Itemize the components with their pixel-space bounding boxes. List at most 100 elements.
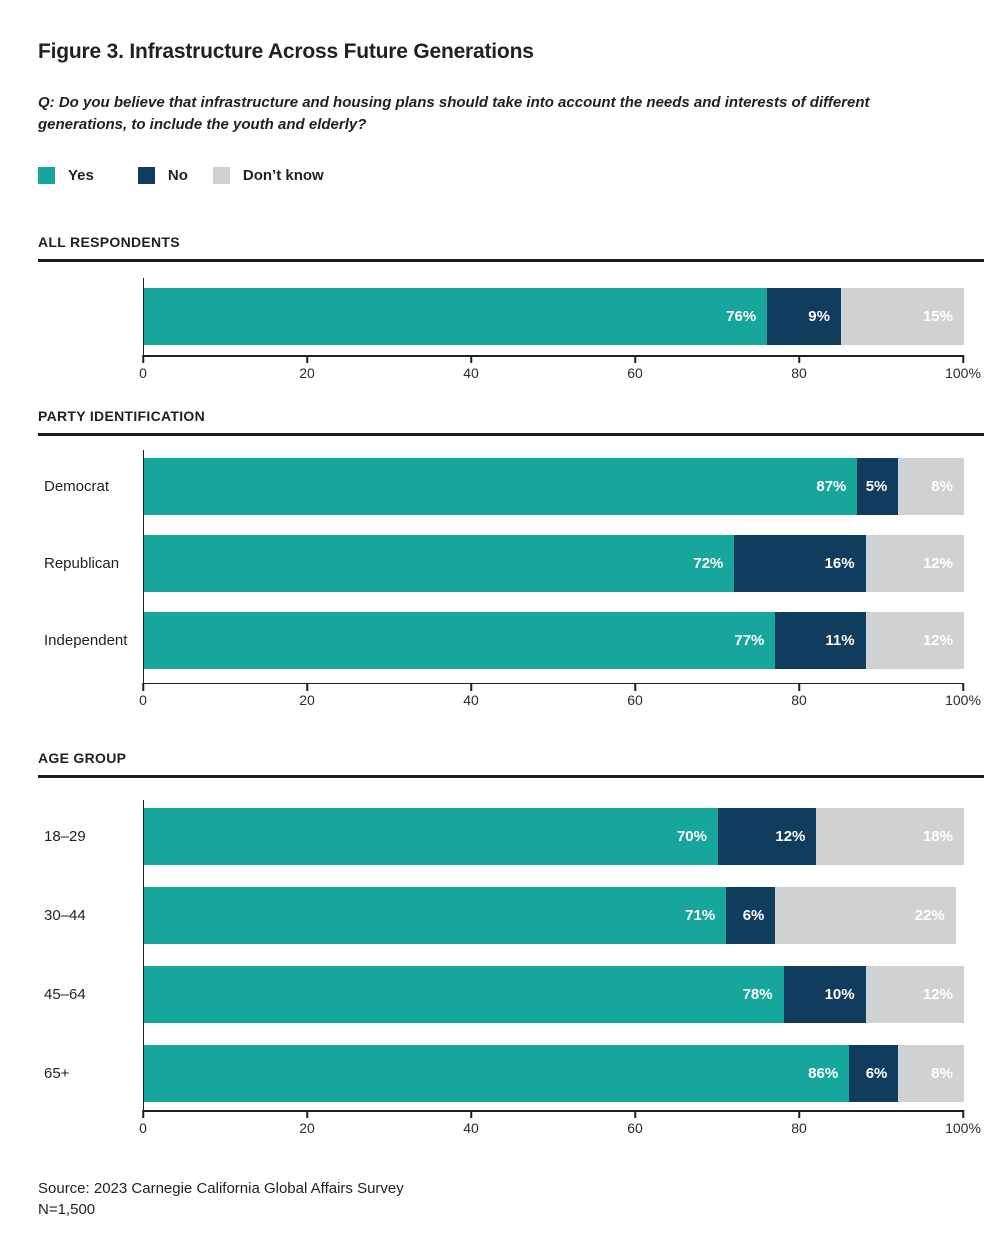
x-axis-labels: 0 20 40 60 80 100% [139, 692, 981, 708]
segment-yes: 76% [144, 288, 768, 345]
category-label: Republican [44, 554, 120, 572]
segment-value-label: 12% [922, 554, 953, 572]
bar-row: 30–44 71% 6% 22% [44, 887, 964, 944]
x-axis-tick-label: 0 [139, 364, 147, 381]
survey-question-line-2: generations, to include the youth and el… [38, 116, 367, 133]
x-axis-tick [962, 1110, 964, 1118]
segment-yes: 77% [144, 611, 776, 669]
category-label [38, 288, 140, 345]
bar-row: Independent 77% 11% 12% [44, 611, 964, 669]
bar-row: Democrat 87% 5% 8% [44, 457, 964, 515]
figure-page: Figure 3. Infrastructure Across Future G… [38, 0, 984, 1240]
legend-label-no: No [167, 166, 188, 184]
segment-value-label: 12% [922, 631, 953, 649]
category-label: Democrat [44, 477, 110, 495]
x-axis-tick [962, 682, 964, 691]
segment-value-label: 70% [676, 828, 707, 845]
x-axis-tick [470, 1110, 472, 1118]
segment-value-label: 6% [865, 1065, 888, 1082]
x-axis-tick-label: 80 [791, 1119, 807, 1136]
bar-row: 76% 9% 15% [144, 288, 964, 345]
x-axis-tick-label: 60 [627, 692, 643, 708]
stacked-bar: 70% 12% 18% [144, 808, 964, 865]
category-label: Independent [44, 631, 128, 649]
x-axis-line [142, 682, 964, 691]
segment-no: 6% [726, 887, 776, 944]
segment-value-label: 8% [931, 477, 953, 495]
x-axis-tick [306, 355, 308, 363]
segment-value-label: 76% [726, 308, 757, 325]
x-axis-tick-label: 100% [945, 1119, 981, 1136]
category-label: 18–29 [44, 828, 86, 845]
legend-swatch-dont-know [212, 166, 230, 184]
segment-yes: 71% [144, 887, 727, 944]
x-axis-tick-label: 80 [791, 692, 807, 708]
x-axis-labels: 0 20 40 60 80 100% [139, 1119, 981, 1136]
segment-value-label: 12% [922, 986, 953, 1003]
x-axis-tick [470, 682, 472, 691]
section-age-group: AGE GROUP 18–29 70% 12% 18% 30–44 71% 6% 22% 45–… [38, 750, 984, 1136]
x-axis-tick-label: 40 [463, 364, 479, 381]
legend-item-yes: Yes [38, 166, 94, 184]
chart-age-group: 18–29 70% 12% 18% 30–44 71% 6% 22% 45–64 78% 10% 12… [38, 800, 984, 1136]
stacked-bar: 86% 6% 8% [144, 1045, 964, 1102]
section-party-identification: PARTY IDENTIFICATION Democrat 87% 5% 8% Repu… [38, 407, 984, 708]
x-axis-tick-label: 80 [791, 364, 807, 381]
section-header: AGE GROUP [38, 750, 127, 766]
segment-dont-know: 12% [865, 534, 964, 592]
x-axis-tick-label: 60 [627, 364, 643, 381]
x-axis-tick [634, 1110, 636, 1118]
segment-dont-know: 18% [816, 808, 964, 865]
legend-label-dont-know: Don’t know [242, 166, 324, 184]
x-axis-tick [962, 355, 964, 363]
bar-row: 65+ 86% 6% 8% [44, 1045, 964, 1102]
segment-value-label: 71% [685, 907, 716, 924]
legend-label-yes: Yes [68, 166, 94, 184]
segment-value-label: 10% [824, 986, 855, 1003]
x-axis-tick [470, 355, 472, 363]
x-axis-tick [306, 682, 308, 691]
x-axis-tick-label: 100% [945, 364, 981, 381]
segment-dont-know: 15% [840, 288, 964, 345]
section-all-respondents: ALL RESPONDENTS 76% 9% 15% 0 20 40 60 80 100% [38, 234, 984, 381]
segment-value-label: 78% [742, 986, 773, 1003]
stacked-bar: 87% 5% 8% [144, 457, 964, 515]
x-axis-tick [142, 355, 144, 363]
x-axis-tick-label: 20 [299, 364, 315, 381]
chart-party-identification: Democrat 87% 5% 8% Republican 72% 16% 12% Indepe… [38, 449, 984, 708]
survey-question: Q: Do you believe that infrastructure an… [38, 92, 984, 136]
segment-value-label: 86% [808, 1065, 839, 1082]
x-axis-tick [142, 1110, 144, 1118]
x-axis-line [142, 355, 964, 363]
category-label: 30–44 [44, 907, 86, 924]
source-note: Source: 2023 Carnegie California Global … [38, 1178, 984, 1220]
x-axis-tick-label: 40 [463, 692, 479, 708]
section-rule [38, 259, 984, 262]
legend-swatch-yes [38, 166, 55, 184]
segment-no: 5% [857, 457, 899, 515]
segment-value-label: 12% [775, 828, 806, 845]
x-axis-tick [634, 355, 636, 363]
segment-value-label: 87% [816, 477, 847, 495]
segment-yes: 78% [144, 966, 784, 1023]
segment-dont-know: 8% [898, 1045, 964, 1102]
x-axis-labels: 0 20 40 60 80 100% [139, 364, 981, 381]
source-line: Source: 2023 Carnegie California Global … [38, 1179, 404, 1197]
segment-yes: 70% [144, 808, 718, 865]
x-axis-tick-label: 100% [945, 692, 981, 708]
x-axis-tick [798, 682, 800, 691]
segment-value-label: 9% [808, 308, 830, 325]
segment-value-label: 5% [865, 477, 888, 495]
figure-title: Figure 3. Infrastructure Across Future G… [38, 40, 534, 63]
category-label: 65+ [44, 1065, 70, 1082]
segment-value-label: 6% [742, 907, 765, 924]
stacked-bar: 76% 9% 15% [144, 288, 964, 345]
stacked-bar: 72% 16% 12% [144, 534, 964, 592]
section-header: PARTY IDENTIFICATION [38, 407, 205, 424]
bar-row: Republican 72% 16% 12% [44, 534, 964, 592]
x-axis-tick-label: 20 [299, 1119, 315, 1136]
segment-dont-know: 12% [865, 966, 964, 1023]
stacked-bar: 71% 6% 22% [144, 887, 964, 944]
x-axis-tick [798, 355, 800, 363]
sample-size: N=1,500 [38, 1200, 96, 1218]
